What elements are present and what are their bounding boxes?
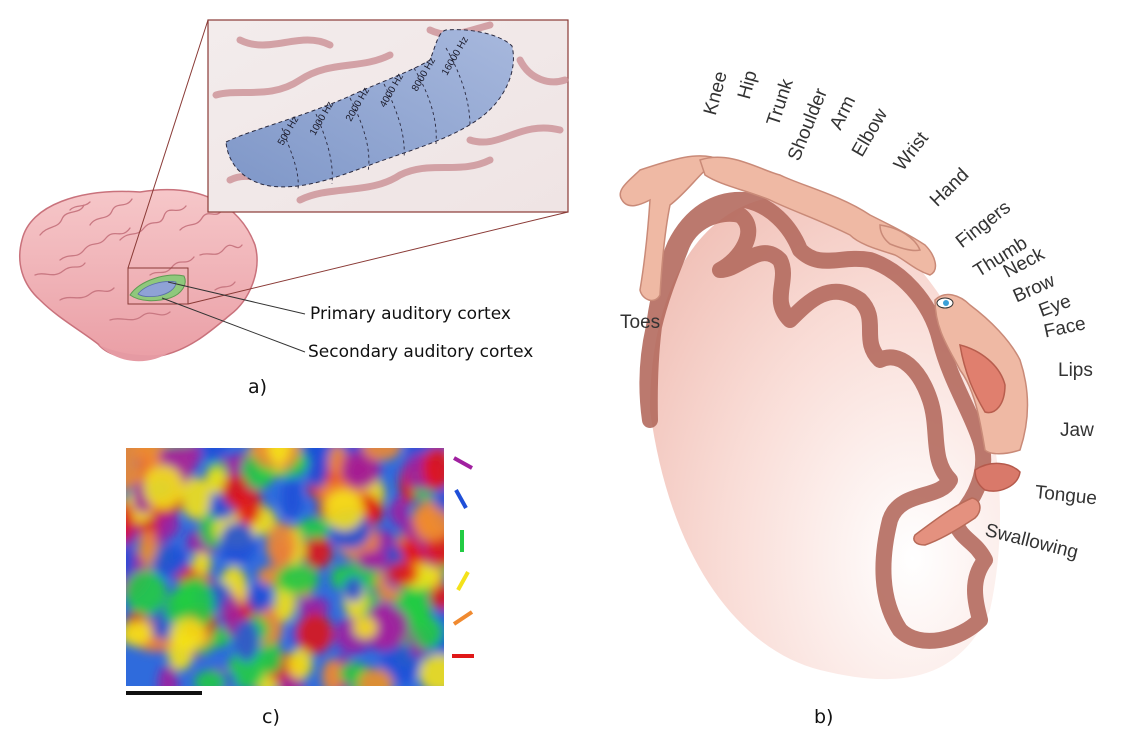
legend-bar-blue <box>454 489 468 509</box>
homunculus-body <box>619 155 1029 546</box>
panel-a-caption: a) <box>248 376 268 398</box>
panel-b-caption: b) <box>814 706 834 728</box>
auditory-cortex-inset <box>207 19 569 213</box>
orientation-legend <box>452 456 474 658</box>
primary-auditory-cortex-label: Primary auditory cortex <box>310 304 511 324</box>
scale-bar <box>126 691 202 695</box>
legend-bar-purple <box>453 456 473 470</box>
label-toes: Toes <box>620 312 661 333</box>
legend-bar-orange <box>452 610 474 626</box>
panel-c-caption: c) <box>262 706 280 728</box>
brain-illustration <box>19 188 258 362</box>
label-jaw: Jaw <box>1060 420 1094 441</box>
secondary-auditory-cortex-label: Secondary auditory cortex <box>308 342 534 362</box>
legend-bar-yellow <box>456 571 470 591</box>
label-lips: Lips <box>1058 360 1093 381</box>
